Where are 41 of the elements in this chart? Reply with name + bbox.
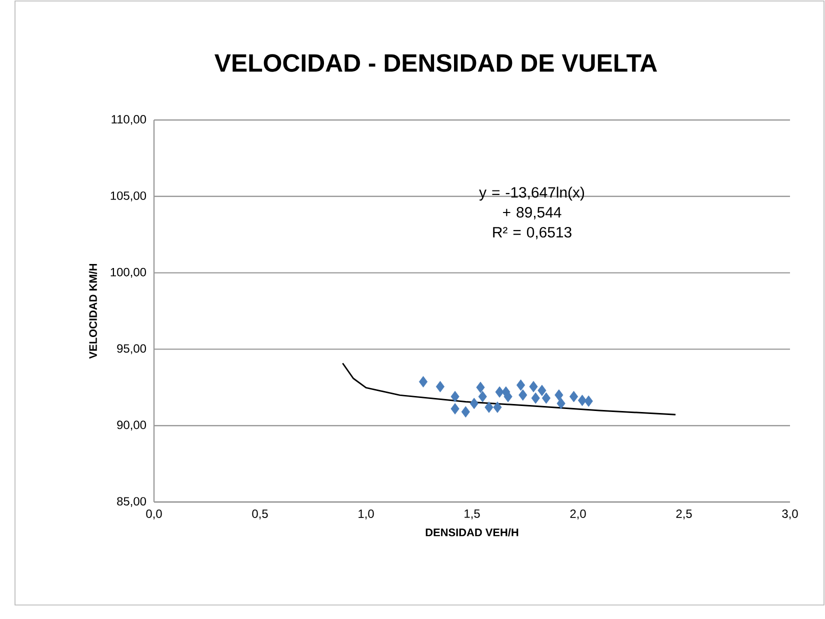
x-tick-label: 0,0 xyxy=(146,510,162,520)
annotation: y = -13,647ln(x) + 89,544 xyxy=(479,186,584,220)
x-axis-title: DENSIDAD VEH/H xyxy=(426,528,518,536)
line-series xyxy=(342,362,676,416)
x-tick-label: 2,0 xyxy=(570,510,586,520)
point xyxy=(554,389,564,401)
x-tick-label: 1,0 xyxy=(358,510,374,520)
y-tick-label: 110,00 xyxy=(112,115,146,125)
point xyxy=(478,390,487,402)
y-tick-label: 105,00 xyxy=(110,191,146,202)
point xyxy=(493,402,502,413)
point xyxy=(542,392,551,404)
point xyxy=(518,389,528,401)
point xyxy=(484,402,494,413)
point xyxy=(450,403,460,414)
point xyxy=(495,386,504,398)
point xyxy=(556,398,566,410)
x-tick-label: 3,0 xyxy=(782,510,798,520)
x-tick-label: 0,5 xyxy=(252,510,268,520)
point xyxy=(461,406,470,418)
point xyxy=(531,392,540,404)
point xyxy=(436,380,445,392)
point xyxy=(569,390,578,402)
y-tick-label: 95,00 xyxy=(117,344,146,354)
point xyxy=(516,379,526,391)
point xyxy=(418,376,428,388)
y-tick-label: 100,00 xyxy=(110,268,146,278)
point xyxy=(538,384,546,396)
y-tick-label: 85,00 xyxy=(117,497,146,507)
point xyxy=(470,398,478,410)
point xyxy=(476,382,485,394)
x-tick-label: 2,5 xyxy=(676,510,692,520)
chart-title: VELOCIDAD - DENSIDAD DE VUELTA xyxy=(214,54,657,72)
point xyxy=(450,390,460,402)
y-tick-label: 90,00 xyxy=(117,420,146,431)
y-axis-title: VELOCIDAD KM/H xyxy=(88,264,98,359)
point xyxy=(578,394,587,406)
point xyxy=(529,380,538,392)
x-tick-label: 1,5 xyxy=(464,510,480,520)
annotation: R² = 0,6513 xyxy=(493,226,572,240)
point xyxy=(584,395,593,407)
